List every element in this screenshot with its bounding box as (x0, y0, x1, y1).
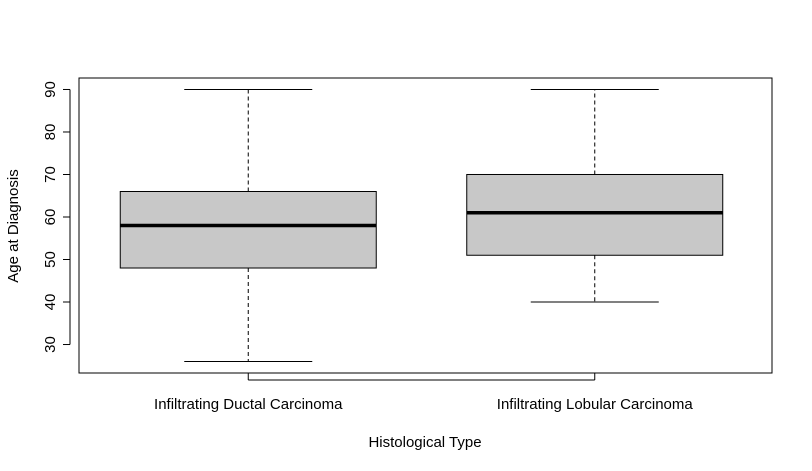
x-axis-title: Histological Type (368, 434, 481, 451)
y-tick-label: 30 (42, 336, 59, 353)
y-tick-label: 60 (42, 209, 59, 226)
y-tick-label: 40 (42, 294, 59, 311)
x-tick-label: Infiltrating Ductal Carcinoma (154, 396, 343, 413)
x-axis: Infiltrating Ductal Carcinoma Infiltratin… (154, 373, 693, 413)
iqr-box (119, 190, 377, 269)
y-tick-label: 50 (42, 251, 59, 268)
y-tick-label: 70 (42, 166, 59, 183)
y-axis: 30 40 50 60 70 80 90 (42, 81, 71, 353)
x-tick-label: Infiltrating Lobular Carcinoma (497, 396, 694, 413)
box-group (466, 88, 724, 303)
y-tick-label: 90 (42, 81, 59, 98)
plot-frame (78, 77, 773, 374)
y-axis-title: Age at Diagnosis (5, 169, 22, 282)
y-tick-label: 80 (42, 124, 59, 141)
iqr-box (466, 173, 724, 256)
boxes (119, 88, 724, 363)
box-group (119, 88, 377, 363)
